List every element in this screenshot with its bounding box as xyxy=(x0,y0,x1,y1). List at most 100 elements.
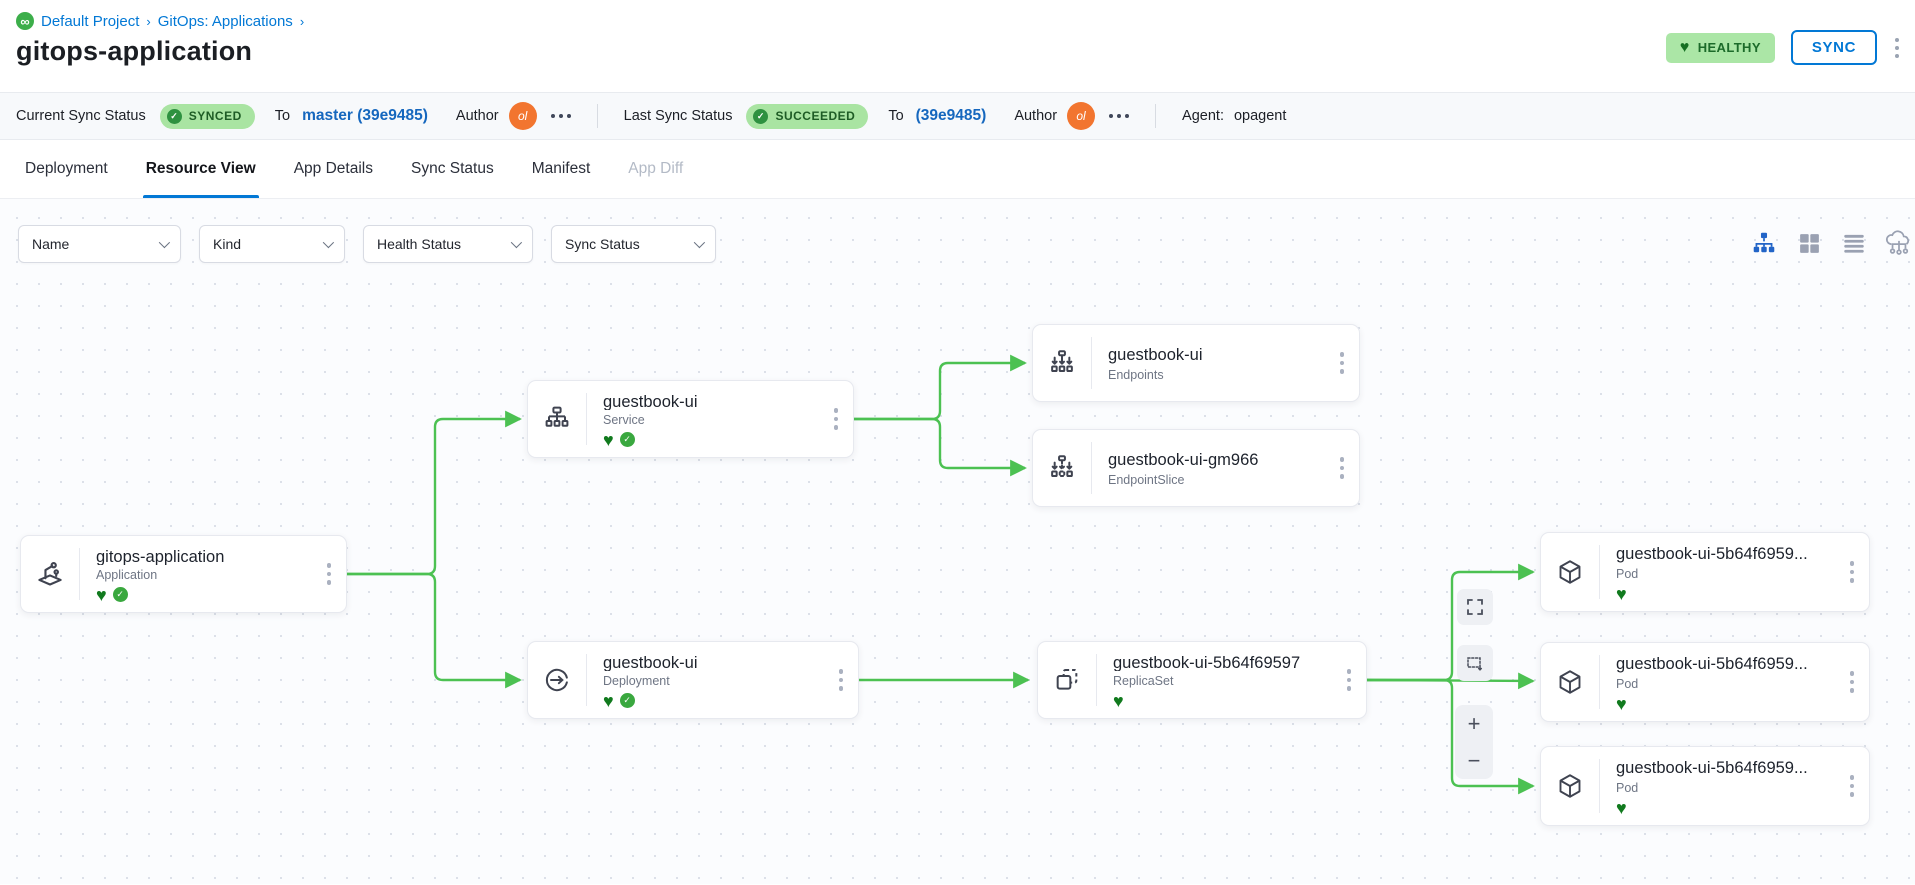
zoom-out-button[interactable]: − xyxy=(1467,747,1481,773)
filter-bar: Name Kind Health Status Sync Status xyxy=(18,225,716,263)
node-kind: Pod xyxy=(1616,677,1639,691)
succeeded-badge-label: SUCCEEDED xyxy=(775,109,856,123)
graph-edges xyxy=(347,354,1535,795)
node-kind: ReplicaSet xyxy=(1113,674,1174,688)
chevron-down-icon xyxy=(693,236,706,249)
node-menu-button[interactable] xyxy=(1839,533,1865,611)
node-kind: Pod xyxy=(1616,567,1639,581)
kind-filter-dropdown[interactable]: Kind xyxy=(199,225,345,263)
author-avatar[interactable]: ol xyxy=(508,102,537,130)
deployment-icon xyxy=(528,642,586,718)
healthy-heart-icon: ♥ xyxy=(1616,693,1627,714)
tab-app-details[interactable]: App Details xyxy=(293,160,373,177)
node-kind: Pod xyxy=(1616,781,1639,795)
healthy-heart-icon: ♥ xyxy=(1616,797,1627,818)
breadcrumb-project-link[interactable]: Default Project xyxy=(41,12,140,30)
node-endpointslice[interactable]: guestbook-ui-gm966 EndpointSlice xyxy=(1032,429,1360,507)
health-status-filter-dropdown[interactable]: Health Status xyxy=(363,225,533,263)
chevron-down-icon xyxy=(322,236,335,249)
pod-icon xyxy=(1541,643,1599,721)
node-menu-button[interactable] xyxy=(1839,643,1865,721)
endpoints-icon xyxy=(1033,325,1091,401)
resource-graph-canvas[interactable]: Name Kind Health Status Sync Status xyxy=(0,199,1915,884)
to-label: To xyxy=(274,108,291,124)
author-label: Author xyxy=(455,108,499,124)
node-title: guestbook-ui-5b64f6959... xyxy=(1616,759,1808,777)
name-filter-dropdown[interactable]: Name xyxy=(18,225,181,263)
node-menu-button[interactable] xyxy=(1336,642,1362,718)
node-title: guestbook-ui-5b64f6959... xyxy=(1616,545,1808,563)
current-sync-revision-link[interactable]: master (39e9485) xyxy=(302,107,428,124)
page-header: ∞ Default Project › GitOps: Applications… xyxy=(0,0,1915,92)
node-menu-button[interactable] xyxy=(1329,430,1355,506)
zoom-control-group: + − xyxy=(1455,705,1493,779)
sync-status-filter-dropdown[interactable]: Sync Status xyxy=(551,225,716,263)
node-menu-button[interactable] xyxy=(828,642,854,718)
divider xyxy=(596,104,598,128)
node-menu-button[interactable] xyxy=(316,536,342,612)
last-sync-revision-link[interactable]: (39e9485) xyxy=(915,107,987,124)
node-pod-3[interactable]: guestbook-ui-5b64f6959... Pod ♥ xyxy=(1540,746,1870,826)
author-avatar[interactable]: ol xyxy=(1067,102,1096,130)
heart-icon: ♥ xyxy=(1679,38,1690,56)
sync-status-filter-label: Sync Status xyxy=(565,236,640,252)
page-title: gitops-application xyxy=(16,36,253,66)
node-title: guestbook-ui xyxy=(1108,345,1203,364)
network-view-icon[interactable] xyxy=(1885,229,1913,257)
synced-check-icon: ✓ xyxy=(619,432,635,447)
more-options-button[interactable] xyxy=(1893,34,1901,62)
grid-view-icon[interactable] xyxy=(1795,229,1823,257)
check-circle-icon: ✓ xyxy=(753,108,769,124)
fullscreen-button[interactable] xyxy=(1457,589,1493,625)
list-view-icon[interactable] xyxy=(1840,229,1868,257)
healthy-heart-icon: ♥ xyxy=(96,584,107,605)
node-replicaset[interactable]: guestbook-ui-5b64f69597 ReplicaSet ♥ xyxy=(1037,641,1367,719)
breadcrumb-section-link[interactable]: GitOps: Applications xyxy=(157,12,293,30)
last-sync-more-button[interactable] xyxy=(1109,114,1130,118)
zoom-in-button[interactable]: + xyxy=(1467,710,1481,736)
tab-app-diff: App Diff xyxy=(628,160,684,177)
node-menu-button[interactable] xyxy=(1329,325,1355,401)
to-label: To xyxy=(888,108,904,124)
tab-manifest[interactable]: Manifest xyxy=(531,160,591,177)
node-kind: EndpointSlice xyxy=(1108,473,1185,488)
synced-badge: ✓ SYNCED xyxy=(159,103,255,129)
healthy-heart-icon: ♥ xyxy=(1113,690,1124,711)
tab-bar: Deployment Resource View App Details Syn… xyxy=(0,140,1915,199)
check-circle-icon: ✓ xyxy=(166,108,182,124)
tree-view-icon[interactable] xyxy=(1750,229,1778,257)
chevron-down-icon xyxy=(158,236,171,249)
health-badge-label: HEALTHY xyxy=(1697,40,1761,55)
node-pod-2[interactable]: guestbook-ui-5b64f6959... Pod ♥ xyxy=(1540,642,1870,722)
node-menu-button[interactable] xyxy=(823,381,849,457)
synced-check-icon: ✓ xyxy=(619,693,635,708)
current-sync-status-label: Current Sync Status xyxy=(16,108,146,124)
node-pod-1[interactable]: guestbook-ui-5b64f6959... Pod ♥ xyxy=(1540,532,1870,612)
node-deployment[interactable]: guestbook-ui Deployment ♥ ✓ xyxy=(527,641,859,719)
tab-resource-view[interactable]: Resource View xyxy=(127,140,275,198)
node-menu-button[interactable] xyxy=(1839,747,1865,825)
node-endpoints[interactable]: guestbook-ui Endpoints xyxy=(1032,324,1360,402)
current-sync-more-button[interactable] xyxy=(550,114,571,118)
node-title: gitops-application xyxy=(96,548,225,565)
breadcrumb: ∞ Default Project › GitOps: Applications… xyxy=(16,12,1899,30)
synced-check-icon: ✓ xyxy=(112,587,128,602)
pod-icon xyxy=(1541,533,1599,611)
node-kind: Service xyxy=(603,413,645,427)
node-title: guestbook-ui xyxy=(603,393,698,410)
replicaset-icon xyxy=(1038,642,1096,718)
node-kind: Application xyxy=(96,568,158,582)
divider xyxy=(1155,104,1157,128)
synced-badge-label: SYNCED xyxy=(188,109,242,123)
node-service[interactable]: guestbook-ui Service ♥ ✓ xyxy=(527,380,854,458)
breadcrumb-separator: › xyxy=(146,13,151,29)
node-application[interactable]: gitops-application Application ♥ ✓ xyxy=(20,535,347,613)
sync-button[interactable]: SYNC xyxy=(1790,30,1877,65)
tab-deployment[interactable]: Deployment xyxy=(25,160,108,177)
agent-value: opagent xyxy=(1233,108,1287,124)
selection-tool-button[interactable] xyxy=(1457,645,1493,681)
tab-sync-status[interactable]: Sync Status xyxy=(410,160,494,177)
agent-label: Agent: xyxy=(1182,108,1224,124)
healthy-heart-icon: ♥ xyxy=(603,690,614,711)
health-status-filter-label: Health Status xyxy=(377,236,462,252)
